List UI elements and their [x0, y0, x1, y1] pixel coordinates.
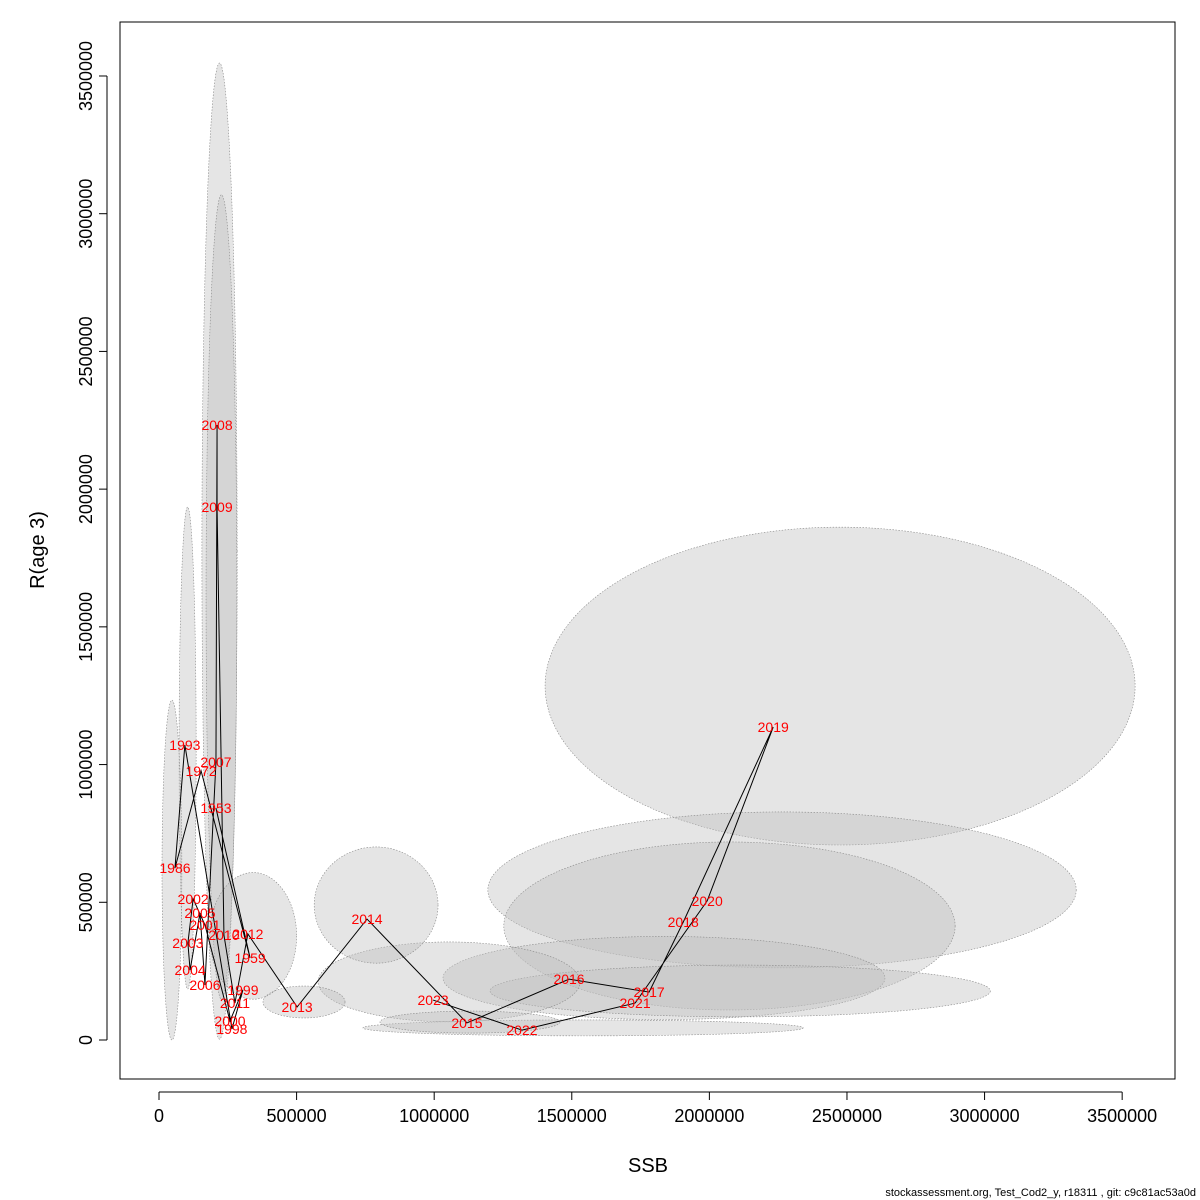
year-label: 2003: [172, 935, 203, 951]
year-label: 2009: [201, 499, 232, 515]
confidence-ellipse: [487, 811, 1077, 969]
year-label: 2020: [692, 893, 723, 909]
y-tick-label: 3500000: [76, 41, 96, 111]
year-label: 2007: [200, 754, 231, 770]
x-tick-label: 3000000: [950, 1106, 1020, 1126]
year-label: 2016: [553, 971, 584, 987]
trajectory-line: [174, 424, 774, 1031]
footer: stockassessment.org, Test_Cod2_y, r18311…: [885, 1187, 1196, 1199]
year-label: 2011: [220, 995, 250, 1011]
confidence-ellipse: [313, 846, 439, 964]
y-tick-label: 500000: [76, 872, 96, 932]
x-tick-label: 1000000: [399, 1106, 469, 1126]
confidence-ellipse: [362, 1019, 804, 1037]
y-tick-label: 1000000: [76, 730, 96, 800]
year-label: 2001: [189, 917, 220, 933]
year-label: 2022: [506, 1022, 537, 1038]
y-tick-label: 2500000: [76, 316, 96, 386]
year-label: 2005: [184, 905, 215, 921]
year-label: 1993: [169, 737, 200, 753]
year-label: 2019: [758, 719, 789, 735]
year-label: 1986: [159, 860, 190, 876]
confidence-ellipse: [262, 985, 346, 1019]
confidence-ellipse: [161, 699, 183, 1041]
year-label: 2017: [634, 984, 665, 1000]
x-tick-label: 500000: [267, 1106, 327, 1126]
confidence-ellipse: [209, 872, 297, 1000]
year-label: 2010: [208, 927, 239, 943]
confidence-ellipse: [503, 841, 956, 1011]
year-label: 2015: [451, 1015, 482, 1031]
y-axis-label: R(age 3): [27, 511, 49, 589]
x-axis-label: SSB: [628, 1155, 668, 1177]
y-tick-label: 0: [76, 1035, 96, 1045]
year-label: 2018: [668, 914, 699, 930]
plot-frame: [119, 21, 1176, 1080]
year-label: 1953: [200, 800, 231, 816]
year-label: 2012: [232, 926, 263, 942]
confidence-ellipse: [489, 964, 991, 1018]
year-label: 2021: [619, 995, 650, 1011]
confidence-ellipse: [442, 936, 886, 1020]
confidence-ellipse: [317, 941, 581, 1023]
year-label: 2006: [189, 977, 220, 993]
x-tick-label: 2000000: [674, 1106, 744, 1126]
x-tick-label: 2500000: [812, 1106, 882, 1126]
x-tick-label: 3500000: [1087, 1106, 1157, 1126]
year-label: 1998: [216, 1021, 247, 1037]
x-tick-label: 1500000: [537, 1106, 607, 1126]
confidence-ellipse: [544, 526, 1136, 846]
y-tick-label: 2000000: [76, 454, 96, 524]
x-tick-label: 0: [154, 1106, 164, 1126]
year-label: 2014: [351, 911, 382, 927]
year-label: 2008: [201, 417, 232, 433]
year-label: 2002: [178, 891, 209, 907]
y-tick-label: 3000000: [76, 179, 96, 249]
y-tick-label: 1500000: [76, 592, 96, 662]
year-label: 2000: [214, 1013, 245, 1029]
year-label: 2004: [175, 962, 206, 978]
confidence-ellipse: [201, 62, 238, 1040]
year-label: 1999: [227, 982, 258, 998]
year-label: 1959: [235, 950, 266, 966]
year-label: 2013: [282, 999, 313, 1015]
year-label: 2023: [418, 992, 449, 1008]
year-label: 1972: [186, 763, 217, 779]
